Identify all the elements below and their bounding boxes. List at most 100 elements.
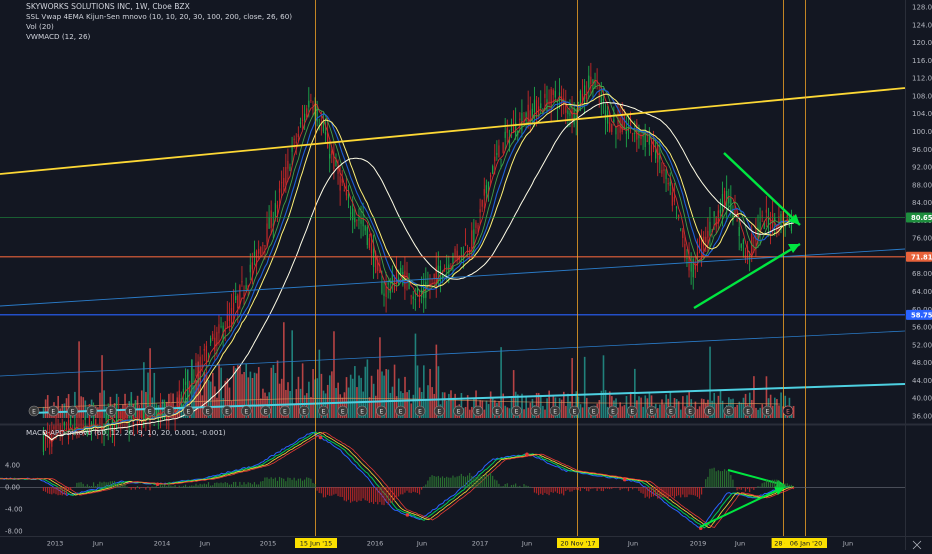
macd-histogram-bar (793, 487, 794, 489)
candle-body (532, 109, 533, 117)
volume-bar (465, 407, 467, 418)
volume-bar (582, 407, 584, 418)
macd-histogram-bar (131, 487, 132, 490)
volume-bar (254, 373, 256, 418)
macd-histogram-bar (110, 481, 111, 487)
macd-histogram-bar (668, 487, 669, 499)
volume-bar (678, 401, 680, 418)
macd-histogram-bar (342, 487, 343, 497)
macd-histogram-bar (189, 486, 190, 487)
macd-histogram-bar (216, 483, 217, 488)
macd-histogram-bar (298, 479, 299, 488)
macd-histogram-bar (459, 476, 460, 487)
macd-histogram-bar (691, 487, 692, 495)
earnings-marker-label: E (669, 409, 673, 416)
candle-body (291, 147, 292, 152)
macd-histogram-bar (177, 487, 178, 488)
earnings-marker-label: E (360, 409, 364, 416)
volume-bar (45, 399, 47, 418)
candle-body (344, 190, 345, 191)
macd-histogram-bar (711, 468, 712, 487)
volume-bar (331, 371, 333, 418)
macd-histogram-bar (716, 471, 717, 487)
macd-histogram-bar (413, 487, 414, 492)
candle-body (672, 192, 673, 205)
candle-body (156, 406, 157, 414)
candle-body (444, 270, 445, 271)
macd-histogram-bar (275, 478, 276, 488)
macd-histogram-bar (743, 487, 744, 488)
candle-body (419, 299, 420, 302)
macd-histogram-bar (505, 484, 506, 487)
earnings-marker-label: E (283, 409, 287, 416)
macd-histogram-bar (402, 487, 403, 494)
candle-body (525, 113, 526, 121)
volume-bar (780, 392, 782, 418)
macd-histogram-bar (661, 487, 662, 497)
macd-histogram-bar (789, 485, 790, 488)
candle-body (212, 334, 213, 340)
macd-histogram-bar (425, 484, 426, 487)
volume-bar (621, 406, 623, 418)
macd-histogram-bar (164, 485, 165, 488)
candle-body (716, 217, 717, 227)
macd-histogram-bar (484, 476, 485, 487)
candle-body (99, 419, 100, 425)
candle-body (772, 213, 773, 227)
volume-bar (659, 404, 661, 418)
macd-histogram-bar (534, 487, 535, 493)
candle-body (195, 363, 196, 366)
candle-body (379, 270, 380, 273)
macd-histogram-bar (118, 483, 119, 487)
volume-bar (390, 393, 392, 418)
price-tick-label: 52.00 (912, 341, 932, 349)
candle-body (78, 424, 79, 427)
macd-histogram-bar (193, 486, 194, 488)
volume-bar (392, 387, 394, 418)
macd-histogram-bar (791, 485, 792, 487)
candle-body (686, 258, 687, 259)
macd-histogram-bar (126, 486, 127, 487)
macd-histogram-bar (561, 487, 562, 494)
macd-histogram-bar (682, 487, 683, 495)
candle-body (365, 226, 366, 231)
macd-histogram-bar (684, 487, 685, 497)
macd-histogram-bar (95, 486, 96, 487)
macd-histogram-bar (718, 470, 719, 487)
macd-histogram-bar (467, 475, 468, 487)
macd-histogram-bar (70, 487, 71, 490)
volume-bar (504, 406, 506, 418)
candle-body (252, 262, 253, 269)
macd-histogram-bar (314, 484, 315, 487)
macd-histogram-bar (135, 487, 136, 490)
volume-bar (256, 373, 258, 418)
macd-histogram-bar (415, 487, 416, 492)
price-tick-label: 64.00 (912, 288, 932, 296)
candle-body (296, 142, 297, 144)
candle-body (651, 145, 652, 155)
volume-bar (64, 403, 66, 418)
macd-histogram-bar (574, 487, 575, 490)
candle-body (337, 169, 338, 174)
macd-histogram-bar (540, 487, 541, 494)
earnings-marker-label: E (746, 409, 750, 416)
macd-histogram-bar (463, 476, 464, 487)
candle-body (237, 295, 238, 308)
macd-histogram-bar (191, 485, 192, 487)
macd-tick-label: 4.00 (5, 462, 20, 470)
earnings-marker-label: E (129, 409, 133, 416)
candle-body (93, 416, 94, 417)
candle-body (214, 338, 215, 352)
candle-body (287, 161, 288, 169)
volume-bar (425, 399, 427, 418)
volume-bar (509, 408, 511, 418)
macd-histogram-bar (108, 482, 109, 487)
macd-histogram-bar (122, 484, 123, 488)
volume-bar (682, 396, 684, 418)
volume-bar (273, 365, 275, 418)
volume-bar (757, 410, 759, 418)
macd-histogram-bar (766, 480, 767, 487)
volume-bar (584, 357, 586, 418)
